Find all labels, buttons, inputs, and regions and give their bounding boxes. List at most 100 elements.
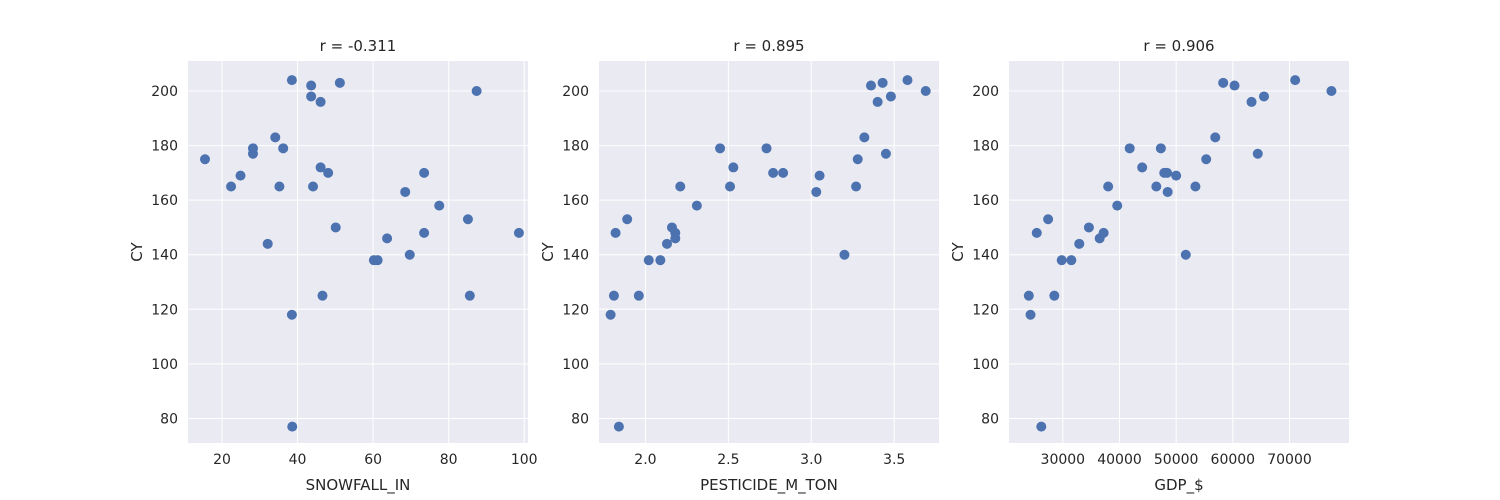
x-tick-label: 3.0 (800, 452, 822, 468)
scatter-point (605, 309, 616, 320)
scatter-point (761, 143, 772, 154)
scatter-point (419, 167, 430, 178)
scatter-point (768, 167, 779, 178)
scatter-point (613, 421, 624, 432)
scatter-point (811, 186, 822, 197)
y-tick-label: 160 (972, 193, 999, 209)
y-tick-label: 120 (562, 302, 589, 318)
y-tick-label: 160 (151, 193, 178, 209)
scatter-point (643, 255, 654, 266)
chart-title: r = -0.311 (320, 37, 397, 55)
y-tick-label: 120 (151, 302, 178, 318)
y-tick-label: 80 (981, 411, 999, 427)
scatter-point (306, 91, 317, 102)
scatter-point (1259, 91, 1269, 102)
scatter-point (1180, 249, 1191, 260)
scatter-point (851, 181, 862, 192)
plot-area (1009, 61, 1349, 443)
scatter-point (1056, 255, 1067, 266)
scatter-point (1098, 227, 1109, 238)
y-tick-label: 200 (151, 84, 178, 100)
scatter-point (662, 238, 672, 249)
x-tick-label: 3.5 (883, 452, 905, 468)
scatter-point (715, 143, 726, 154)
scatter-point (885, 91, 896, 102)
scatter-point (1162, 167, 1173, 178)
scatter-point (655, 255, 666, 266)
scatter-point (1155, 143, 1166, 154)
scatter-point (675, 181, 686, 192)
scatter-point (1162, 186, 1173, 197)
scatter-point (1246, 96, 1257, 107)
scatter-point (1074, 238, 1085, 249)
scatter-point (1326, 86, 1337, 97)
scatter-point (1201, 154, 1212, 165)
y-axis-label: CY (539, 241, 557, 261)
y-tick-label: 160 (562, 193, 589, 209)
scatter-point (1036, 421, 1047, 432)
x-tick-label: 40 (289, 452, 307, 468)
y-tick-label: 80 (160, 411, 178, 427)
scatter-point (902, 75, 913, 86)
y-tick-label: 100 (151, 357, 178, 373)
y-tick-label: 80 (571, 411, 589, 427)
scatter-point (1066, 255, 1077, 266)
x-tick-label: 60 (364, 452, 382, 468)
x-tick-label: 20 (213, 452, 231, 468)
scatter-point (866, 80, 876, 91)
scatter-point (1112, 200, 1123, 211)
scatter-point (1103, 181, 1114, 192)
scatter-point (235, 170, 246, 181)
scatter-point (200, 154, 210, 165)
scatter-point (462, 214, 473, 225)
scatter-point (608, 290, 619, 301)
scatter-point (633, 290, 644, 301)
scatter-point (1171, 170, 1182, 181)
scatter-panel-1: 80 100 120 140 160 180 200 20 40 60 80 100 r = -0.31… (128, 37, 538, 495)
x-tick-label: 40000 (1097, 452, 1142, 468)
scatter-point (372, 255, 383, 266)
scatter-point (323, 167, 334, 178)
scatter-point (400, 186, 411, 197)
y-tick-label: 100 (972, 357, 999, 373)
x-tick-label: 50000 (1154, 452, 1199, 468)
scatter-point (287, 421, 298, 432)
y-tick-label: 120 (972, 302, 999, 318)
y-tick-label: 180 (562, 139, 589, 155)
scatter-point (1151, 181, 1162, 192)
scatter-point (1229, 80, 1240, 91)
scatter-point (872, 96, 883, 107)
scatter-point (315, 162, 326, 173)
x-axis-label: PESTICIDE_M_TON (700, 476, 838, 495)
scatter-point (1083, 222, 1094, 233)
scatter-point (728, 162, 739, 173)
scatter-point (859, 132, 870, 143)
chart-title: r = 0.906 (1143, 37, 1214, 55)
scatter-point (1252, 148, 1263, 159)
scatter-point (274, 181, 285, 192)
scatter-point (317, 290, 328, 301)
y-tick-label: 140 (151, 248, 178, 264)
scatter-point (315, 96, 326, 107)
scatter-point (1210, 132, 1221, 143)
scatter-point (725, 181, 736, 192)
scatter-point (852, 154, 863, 165)
scatter-point (1124, 143, 1135, 154)
x-tick-label: 2.5 (717, 452, 739, 468)
scatter-point (814, 170, 825, 181)
scatter-point (382, 233, 393, 244)
x-tick-label: 70000 (1267, 452, 1312, 468)
y-tick-label: 140 (972, 248, 999, 264)
scatter-point (880, 148, 891, 159)
scatter-point (247, 148, 258, 159)
scatter-point (610, 227, 621, 238)
scatter-point (1025, 309, 1036, 320)
scatter-point (877, 77, 888, 88)
scatter-point (306, 80, 317, 91)
x-tick-label: 100 (511, 452, 538, 468)
scatter-point (286, 309, 297, 320)
x-axis-label: SNOWFALL_IN (306, 476, 411, 495)
y-axis-label: CY (128, 241, 146, 261)
chart-title: r = 0.895 (733, 37, 804, 55)
